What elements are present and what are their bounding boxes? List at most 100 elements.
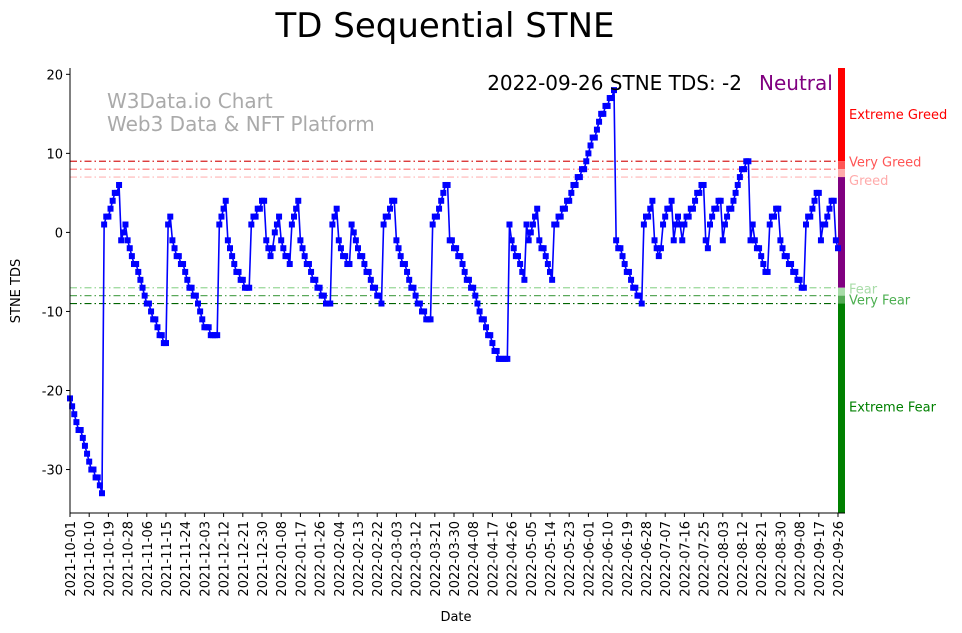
data-point <box>365 268 372 275</box>
data-point <box>540 245 547 252</box>
data-point <box>549 276 556 283</box>
data-point <box>288 221 295 228</box>
data-point <box>265 245 272 252</box>
data-point <box>126 245 133 252</box>
data-point <box>515 253 521 260</box>
data-point <box>152 316 159 323</box>
data-point <box>231 261 238 268</box>
data-point <box>361 261 368 268</box>
data-point <box>576 174 583 181</box>
data-point <box>822 221 829 228</box>
data-point <box>395 245 402 252</box>
data-point <box>792 268 799 275</box>
data-point <box>438 197 445 204</box>
data-point <box>184 276 191 283</box>
data-point <box>557 213 564 220</box>
data-point <box>553 221 560 228</box>
data-point <box>591 134 598 141</box>
data-point <box>536 237 543 244</box>
data-point <box>815 189 822 196</box>
data-point <box>611 87 617 94</box>
data-point <box>105 213 112 220</box>
threshold-label: Fear <box>849 283 878 298</box>
data-point <box>195 300 201 307</box>
data-point <box>672 221 679 228</box>
data-point <box>167 213 174 220</box>
data-point <box>163 340 169 347</box>
data-point <box>747 237 754 244</box>
data-point <box>734 181 741 188</box>
y-tick-label: 20 <box>46 68 63 83</box>
data-point <box>86 458 93 465</box>
data-point <box>96 482 103 489</box>
data-point <box>457 253 464 260</box>
data-point <box>224 237 231 244</box>
data-point <box>660 221 667 228</box>
data-point <box>301 253 308 260</box>
x-tick-label: 2021-12-03 <box>198 521 213 597</box>
data-point <box>649 197 656 204</box>
data-point <box>122 221 129 228</box>
data-point <box>465 276 472 283</box>
x-tick-label: 2022-05-23 <box>563 521 578 597</box>
x-tick-label: 2022-03-03 <box>390 521 405 597</box>
data-point <box>593 126 600 133</box>
data-point <box>199 316 206 323</box>
data-point <box>783 253 790 260</box>
data-point <box>256 205 263 212</box>
data-point <box>638 300 645 307</box>
data-point <box>205 324 212 331</box>
x-tick-label: 2022-01-26 <box>314 521 329 597</box>
data-point <box>252 213 259 220</box>
data-point <box>335 237 342 244</box>
sentiment-zone-bar <box>838 177 845 288</box>
sentiment-zone-bar <box>838 169 845 178</box>
data-point <box>342 253 349 260</box>
data-point <box>583 158 590 165</box>
data-point <box>227 245 233 252</box>
data-point <box>350 229 357 236</box>
data-point <box>830 197 837 204</box>
data-point <box>158 332 165 339</box>
data-point <box>817 237 824 244</box>
data-point <box>617 245 624 252</box>
data-point <box>84 450 91 457</box>
x-tick-label: 2022-01-08 <box>275 521 290 597</box>
data-point <box>628 276 635 283</box>
data-point <box>719 237 726 244</box>
data-point <box>730 197 737 204</box>
x-tick-label: 2022-08-21 <box>755 521 770 597</box>
watermark-line-2: Web3 Data & NFT Platform <box>107 112 375 136</box>
data-point <box>702 237 709 244</box>
data-point <box>286 261 293 268</box>
data-point <box>459 261 466 268</box>
x-tick-label: 2021-10-28 <box>122 521 137 597</box>
data-point <box>529 221 536 228</box>
data-point <box>71 411 78 418</box>
data-point <box>393 237 400 244</box>
data-point <box>561 205 568 212</box>
data-point <box>713 205 720 212</box>
data-point <box>779 245 786 252</box>
data-point <box>604 102 611 109</box>
data-point <box>824 213 831 220</box>
data-point <box>444 181 451 188</box>
data-point <box>378 300 385 307</box>
data-point <box>807 213 814 220</box>
data-point <box>337 245 344 252</box>
data-point <box>681 221 688 228</box>
data-point <box>273 221 280 228</box>
data-point <box>169 237 176 244</box>
data-point <box>487 332 494 339</box>
y-axis-label: STNE TDS <box>9 259 24 323</box>
y-tick-label: -30 <box>42 464 63 479</box>
data-point <box>124 237 131 244</box>
data-point <box>775 205 782 212</box>
data-point <box>517 261 524 268</box>
data-point <box>421 308 428 315</box>
data-point <box>113 189 120 196</box>
data-point <box>679 237 686 244</box>
data-point <box>90 466 97 473</box>
data-point <box>724 213 731 220</box>
